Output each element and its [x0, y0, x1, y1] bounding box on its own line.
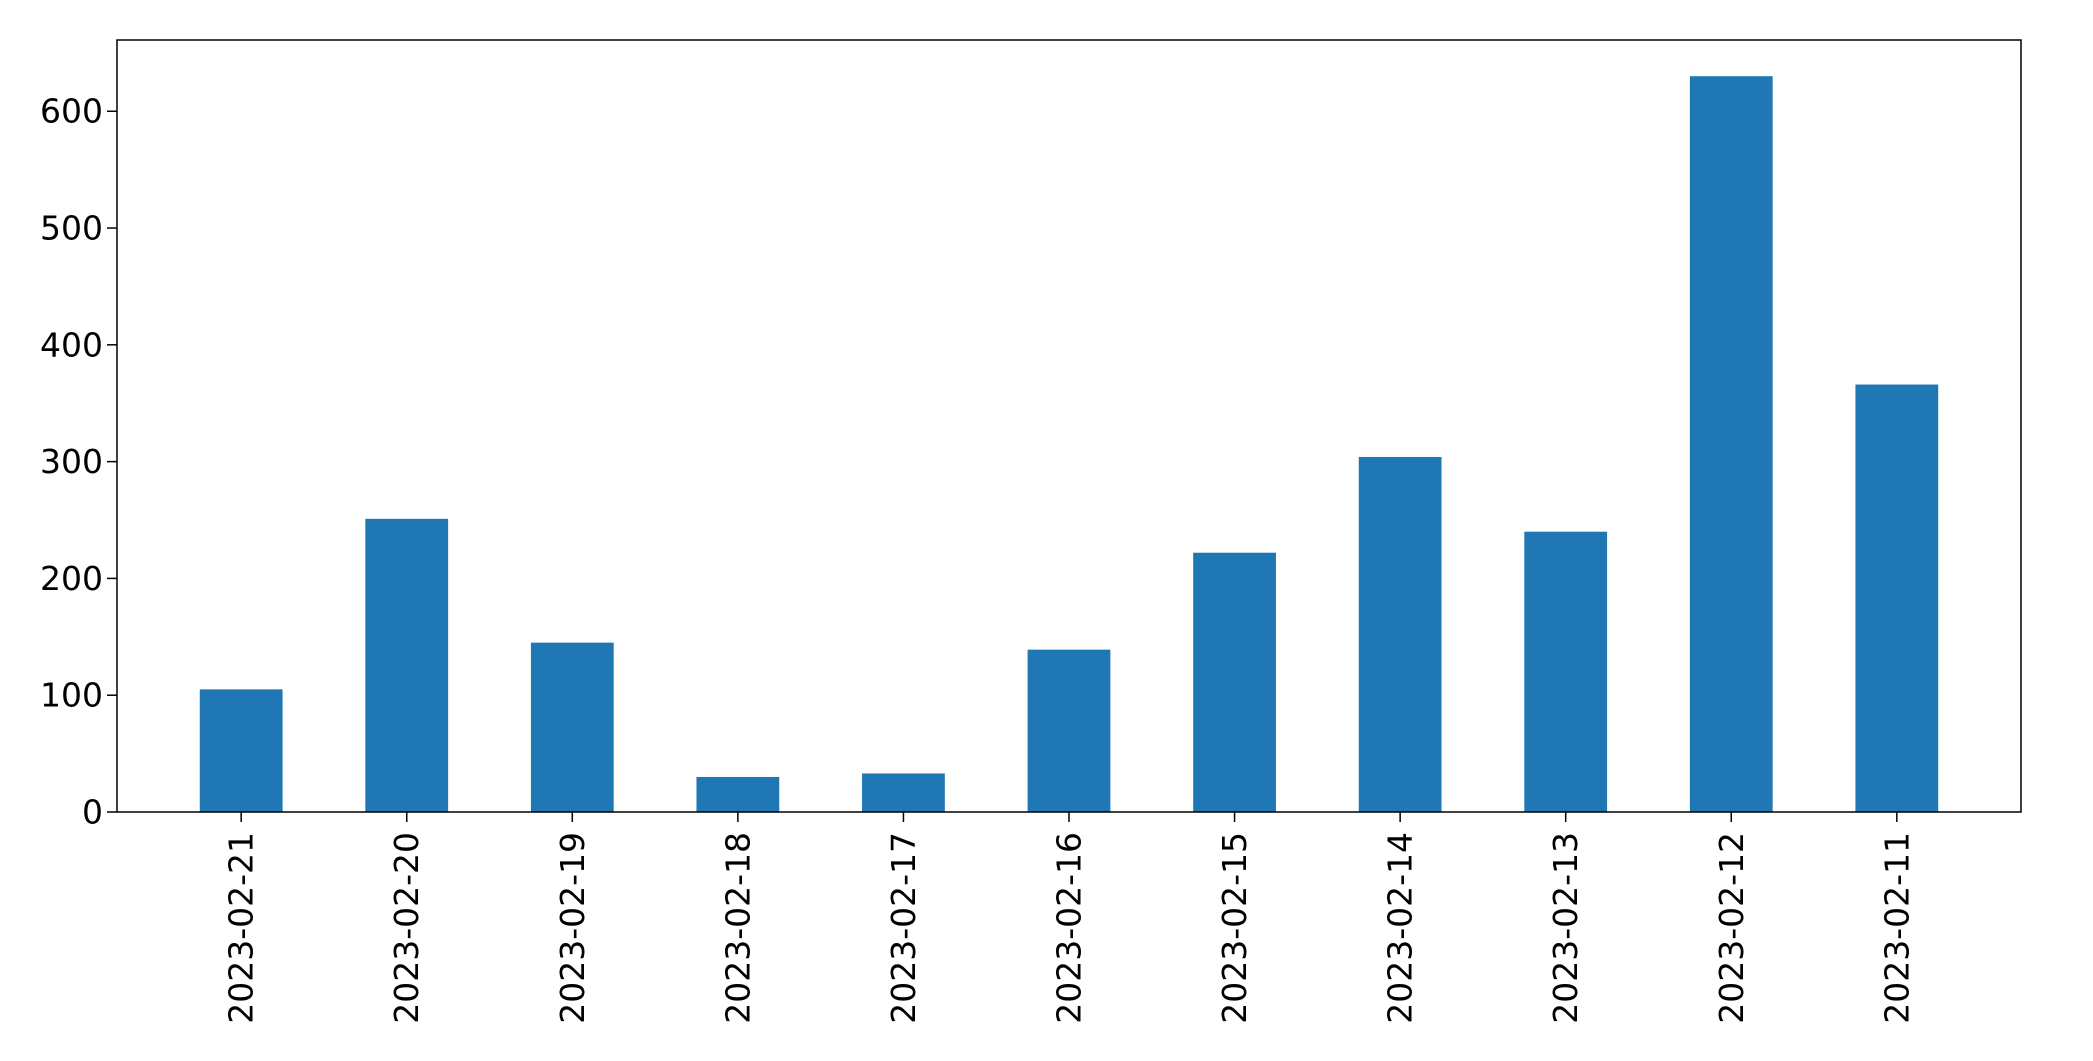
- bar-2023-02-15: [1193, 552, 1276, 812]
- bar-2023-02-16: [1027, 649, 1111, 812]
- bar-2023-02-18: [696, 776, 780, 812]
- x-axis: 2023-02-21 2023-02-20 2023-02-19 2023-02-18…: [222, 812, 1916, 1024]
- plot-frame: [116, 39, 2022, 813]
- x-tick-label: 2023-02-13: [1546, 832, 1585, 1024]
- y-tick-label: 100: [40, 676, 103, 715]
- x-tick-label: 2023-02-17: [884, 832, 923, 1024]
- y-tick-label: 400: [40, 325, 103, 364]
- y-tick-label: 600: [40, 92, 103, 131]
- x-tick-label: 2023-02-19: [553, 832, 592, 1024]
- y-tick-label: 0: [82, 793, 103, 832]
- x-tick-label: 2023-02-20: [387, 832, 426, 1024]
- bar-2023-02-17: [862, 773, 945, 812]
- bar-2023-02-14: [1358, 456, 1442, 812]
- x-tick-label: 2023-02-14: [1381, 832, 1420, 1024]
- bar-2023-02-20: [365, 518, 449, 812]
- x-tick-label: 2023-02-11: [1877, 832, 1916, 1024]
- y-tick-label: 500: [40, 209, 103, 248]
- bar-2023-02-21: [199, 689, 283, 812]
- bar-2023-02-19: [530, 642, 614, 812]
- y-tick-label: 300: [40, 442, 103, 481]
- y-axis: 0 100 200 300 400 500 600: [40, 92, 117, 832]
- bar-2023-02-13: [1524, 531, 1608, 812]
- y-tick-label: 200: [40, 559, 103, 598]
- x-tick-label: 2023-02-16: [1050, 832, 1089, 1024]
- x-tick-label: 2023-02-18: [718, 832, 757, 1024]
- bars-layer: [199, 76, 1939, 812]
- bar-2023-02-12: [1689, 76, 1773, 812]
- x-tick-label: 2023-02-12: [1712, 832, 1751, 1024]
- x-tick-label: 2023-02-21: [222, 832, 261, 1024]
- bar-2023-02-11: [1855, 384, 1939, 812]
- x-tick-label: 2023-02-15: [1215, 832, 1254, 1024]
